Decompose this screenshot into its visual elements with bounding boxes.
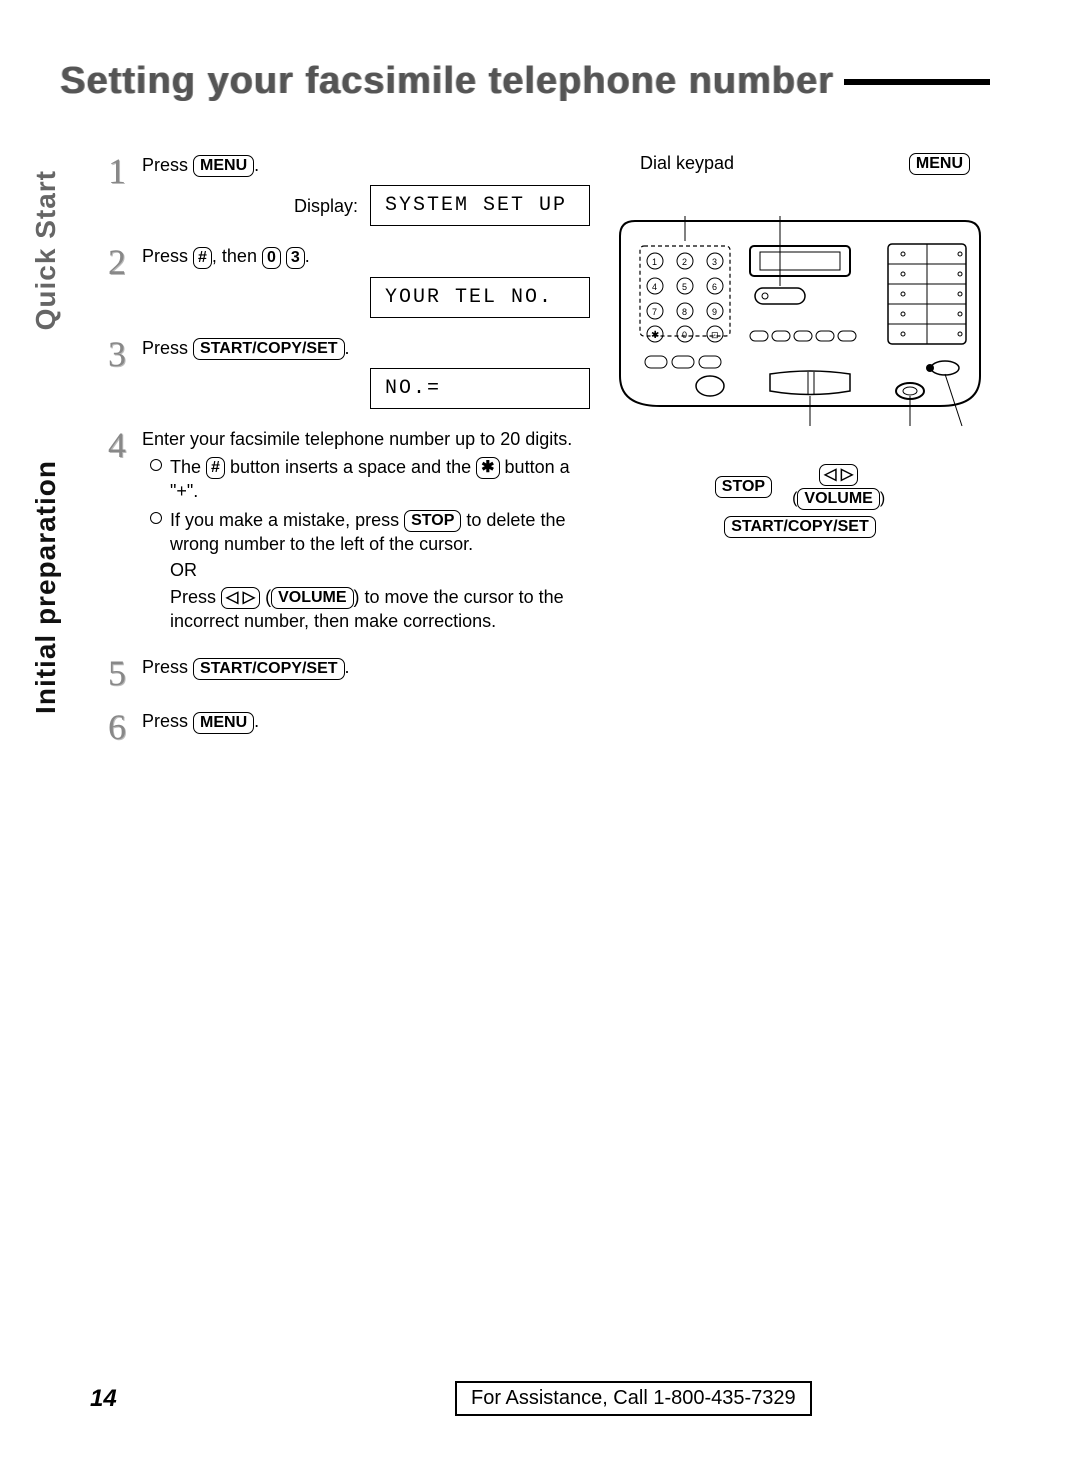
svg-text:⊡: ⊡ bbox=[711, 330, 719, 340]
volume-button-ref: VOLUME bbox=[271, 587, 353, 609]
arrows-label: ◁ ▷ bbox=[819, 464, 858, 486]
svg-text:1: 1 bbox=[652, 257, 657, 267]
start-button-ref: START/COPY/SET bbox=[193, 338, 345, 360]
menu-button-ref: MENU bbox=[193, 712, 254, 734]
svg-text:8: 8 bbox=[682, 307, 687, 317]
keypad-label: Dial keypad bbox=[640, 153, 734, 175]
bullet-text: If you make a mistake, press bbox=[170, 510, 404, 530]
hash-button-ref: # bbox=[206, 457, 225, 479]
step-number: 6 bbox=[100, 709, 134, 745]
step-number: 1 bbox=[100, 153, 134, 189]
step-intro: Enter your facsimile telephone number up… bbox=[142, 427, 590, 451]
step-4: 4 Enter your facsimile telephone number … bbox=[100, 427, 590, 637]
star-button-ref: ✱ bbox=[476, 457, 499, 479]
arrows-button-ref: ◁ ▷ bbox=[221, 587, 260, 609]
svg-text:2: 2 bbox=[682, 257, 687, 267]
svg-text:0: 0 bbox=[682, 330, 687, 340]
side-label-quickstart: Quick Start bbox=[30, 170, 62, 330]
side-labels: Quick Start Initial preparation bbox=[30, 150, 62, 734]
svg-text:7: 7 bbox=[652, 307, 657, 317]
step-text-post: . bbox=[345, 338, 350, 358]
start-button-ref: START/COPY/SET bbox=[193, 658, 345, 680]
assistance-box: For Assistance, Call 1-800-435-7329 bbox=[455, 1381, 812, 1416]
svg-text:3: 3 bbox=[712, 257, 717, 267]
bullet-text: Press bbox=[170, 587, 221, 607]
menu-button-ref: MENU bbox=[193, 155, 254, 177]
step-3: 3 Press START/COPY/SET. NO.= bbox=[100, 336, 590, 409]
stop-button-ref: STOP bbox=[404, 510, 461, 532]
lcd-display: NO.= bbox=[370, 368, 590, 409]
step-text-mid: , then bbox=[212, 246, 262, 266]
lcd-display: YOUR TEL NO. bbox=[370, 277, 590, 318]
bullet-text: button inserts a space and the bbox=[230, 457, 476, 477]
three-button-ref: 3 bbox=[286, 247, 305, 269]
bullet-icon bbox=[150, 459, 162, 471]
bullet-1: The # button inserts a space and the ✱ b… bbox=[150, 455, 590, 504]
bullet-2: If you make a mistake, press STOP to del… bbox=[150, 508, 590, 633]
step-text-post: . bbox=[345, 657, 350, 677]
page-number: 14 bbox=[90, 1385, 117, 1413]
step-text: Press bbox=[142, 246, 193, 266]
svg-text:✱: ✱ bbox=[651, 330, 659, 341]
step-1: 1 Press MENU. Display: SYSTEM SET UP bbox=[100, 153, 590, 226]
title-rule bbox=[844, 79, 990, 85]
step-number: 4 bbox=[100, 427, 134, 463]
step-text: Press bbox=[142, 338, 193, 358]
step-number: 2 bbox=[100, 244, 134, 280]
steps-list: 1 Press MENU. Display: SYSTEM SET UP 2 P… bbox=[100, 153, 590, 763]
step-text: Press bbox=[142, 657, 193, 677]
step-text-post: . bbox=[305, 246, 310, 266]
step-text-post: . bbox=[254, 711, 259, 731]
step-text-post: . bbox=[254, 155, 259, 175]
step-text: Press bbox=[142, 155, 193, 175]
svg-text:4: 4 bbox=[652, 282, 657, 292]
device-svg: 1 2 3 4 5 6 7 8 9 ✱ 0 ⊡ bbox=[610, 181, 990, 441]
page-title: Setting your facsimile telephone number bbox=[60, 60, 834, 103]
start-label: START/COPY/SET bbox=[724, 516, 876, 538]
step-number: 5 bbox=[100, 655, 134, 691]
svg-text:9: 9 bbox=[712, 307, 717, 317]
step-2: 2 Press #, then 0 3. YOUR TEL NO. bbox=[100, 244, 590, 317]
step-6: 6 Press MENU. bbox=[100, 709, 590, 745]
svg-text:5: 5 bbox=[682, 282, 687, 292]
step-5: 5 Press START/COPY/SET. bbox=[100, 655, 590, 691]
bullet-icon bbox=[150, 512, 162, 524]
lcd-display: SYSTEM SET UP bbox=[370, 185, 590, 226]
bullet-text: The bbox=[170, 457, 206, 477]
menu-label: MENU bbox=[909, 153, 970, 175]
device-diagram: Dial keypad MENU 1 2 3 4 5 6 7 8 9 ✱ 0 ⊡ bbox=[610, 153, 990, 538]
svg-text:6: 6 bbox=[712, 282, 717, 292]
stop-label: STOP bbox=[715, 476, 772, 498]
title-row: Setting your facsimile telephone number bbox=[60, 60, 990, 103]
step-text: Press bbox=[142, 711, 193, 731]
side-label-initialprep: Initial preparation bbox=[30, 460, 62, 714]
volume-label: VOLUME bbox=[797, 488, 879, 510]
hash-button-ref: # bbox=[193, 247, 212, 269]
display-label: Display: bbox=[294, 194, 358, 218]
step-number: 3 bbox=[100, 336, 134, 372]
or-text: OR bbox=[170, 558, 590, 582]
footer: 14 For Assistance, Call 1-800-435-7329 bbox=[0, 1381, 1080, 1416]
zero-button-ref: 0 bbox=[262, 247, 281, 269]
